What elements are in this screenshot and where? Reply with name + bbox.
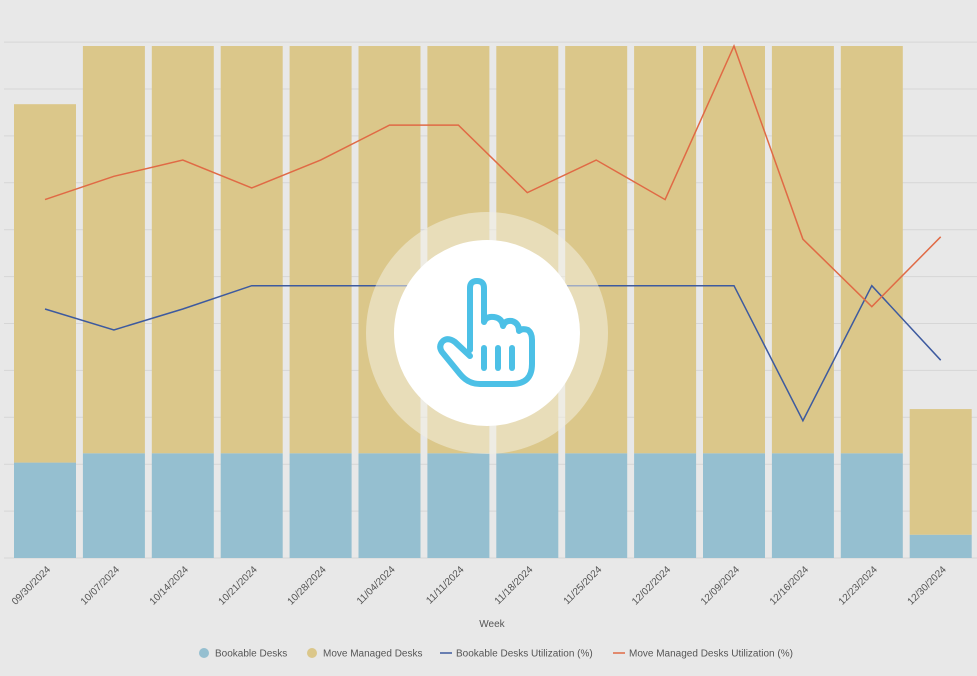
legend-label: Bookable Desks Utilization (%) [456, 649, 593, 660]
bar-move-managed-desks [82, 46, 145, 454]
bar-bookable-desks [840, 453, 903, 558]
x-axis-title: Week [479, 619, 505, 630]
bar-bookable-desks [358, 453, 421, 558]
legend-item: Bookable Desks [199, 648, 287, 660]
bar-move-managed-desks [289, 46, 352, 454]
legend-item: Move Managed Desks Utilization (%) [613, 649, 793, 660]
bar-move-managed-desks [220, 46, 283, 454]
overlay-disc [394, 240, 580, 426]
legend: Bookable Desks Move Managed Desks Bookable… [199, 648, 793, 660]
legend-swatch [199, 648, 209, 658]
bar-move-managed-desks [703, 46, 765, 454]
x-tick-label: 10/14/2024 [148, 564, 191, 607]
bar-bookable-desks [151, 453, 214, 558]
legend-item: Bookable Desks Utilization (%) [440, 649, 593, 660]
x-tick-labels: 09/30/2024 10/07/2024 10/14/2024 10/21/2024… [10, 564, 949, 607]
x-tick-label: 12/30/2024 [906, 564, 949, 607]
x-tick-label: 12/09/2024 [699, 564, 742, 607]
bar-bookable-desks [14, 462, 76, 558]
x-tick-label: 12/02/2024 [630, 564, 673, 607]
bar-bookable-desks [634, 453, 697, 558]
pointer-hand-icon [437, 278, 535, 387]
x-tick-label: 12/16/2024 [768, 564, 811, 607]
bar-bookable-desks [289, 453, 352, 558]
bar-move-managed-desks [14, 104, 76, 463]
x-tick-label: 10/21/2024 [217, 564, 260, 607]
bar-move-managed-desks [909, 409, 972, 535]
x-tick-label: 09/30/2024 [10, 564, 53, 607]
bar-bookable-desks [496, 453, 559, 558]
x-tick-label: 12/23/2024 [837, 564, 880, 607]
bar-bookable-desks [909, 534, 972, 558]
bar-bookable-desks [703, 453, 765, 558]
x-tick-label: 11/18/2024 [493, 564, 536, 607]
x-tick-label: 10/07/2024 [79, 564, 122, 607]
bar-bookable-desks [771, 453, 834, 558]
x-tick-label: 11/04/2024 [355, 564, 398, 607]
bar-move-managed-desks [151, 46, 214, 454]
x-tick-label: 11/25/2024 [562, 564, 605, 607]
legend-swatch [307, 648, 317, 658]
bar-move-managed-desks [634, 46, 697, 454]
line-move-managed-desks-utilization- [44, 43, 942, 308]
legend-label: Move Managed Desks Utilization (%) [629, 649, 793, 660]
bar-bookable-desks [565, 453, 628, 558]
tap-overlay[interactable] [366, 212, 608, 454]
bar-bookable-desks [82, 453, 145, 558]
x-tick-label: 11/11/2024 [424, 564, 466, 606]
x-tick-label: 10/28/2024 [286, 564, 329, 607]
legend-label: Move Managed Desks [323, 649, 423, 660]
bar-bookable-desks [427, 453, 490, 558]
legend-label: Bookable Desks [215, 649, 287, 660]
bar-move-managed-desks [771, 46, 834, 454]
legend-item: Move Managed Desks [307, 648, 423, 660]
bar-bookable-desks [220, 453, 283, 558]
bar-move-managed-desks [840, 46, 903, 454]
